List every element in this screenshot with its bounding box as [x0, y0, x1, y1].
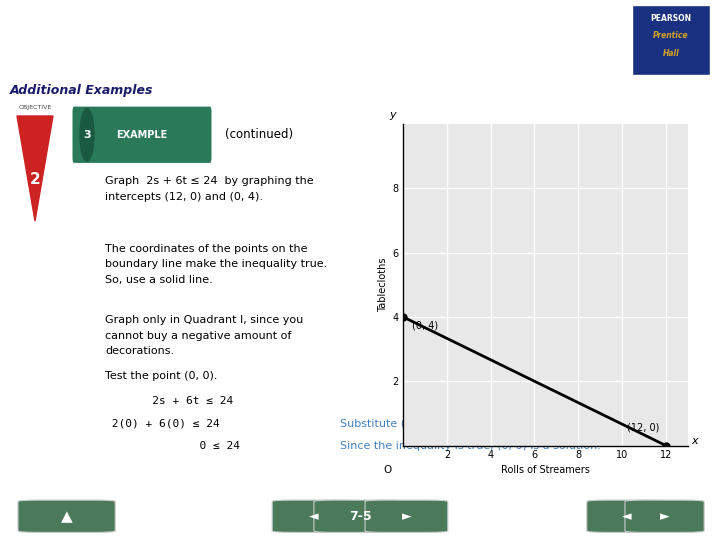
FancyBboxPatch shape — [365, 500, 448, 532]
Text: Prentice: Prentice — [653, 31, 689, 39]
Text: The coordinates of the points on the
boundary line make the inequality true.
So,: The coordinates of the points on the bou… — [105, 244, 328, 285]
Text: Linear Inequalities: Linear Inequalities — [13, 18, 247, 38]
Y-axis label: Tablecloths: Tablecloths — [378, 258, 388, 312]
Text: ◄: ◄ — [309, 510, 318, 523]
Text: OBJECTIVE: OBJECTIVE — [19, 105, 53, 110]
Text: 3: 3 — [84, 130, 91, 140]
Text: Since the inequality is true, (0, 0) is a solution.: Since the inequality is true, (0, 0) is … — [340, 441, 601, 450]
Text: (0, 4): (0, 4) — [412, 320, 438, 330]
Text: Hall: Hall — [662, 49, 680, 58]
Text: 2s + 6t ≤ 24: 2s + 6t ≤ 24 — [105, 396, 233, 406]
FancyBboxPatch shape — [587, 500, 666, 532]
Text: (12, 0): (12, 0) — [627, 423, 660, 433]
Polygon shape — [17, 116, 53, 221]
Text: 0 ≤ 24: 0 ≤ 24 — [105, 441, 240, 450]
Circle shape — [80, 109, 94, 161]
FancyBboxPatch shape — [272, 500, 355, 532]
FancyBboxPatch shape — [73, 106, 212, 163]
Text: PEARSON: PEARSON — [650, 15, 692, 23]
Text: Test the point (0, 0).: Test the point (0, 0). — [105, 371, 217, 381]
Text: 7-5: 7-5 — [348, 510, 372, 523]
Text: ►: ► — [660, 510, 670, 523]
Text: (continued): (continued) — [225, 129, 293, 141]
FancyBboxPatch shape — [314, 500, 406, 532]
Text: Graph  2s + 6t ≤ 24  by graphing the
intercepts (12, 0) and (0, 4).: Graph 2s + 6t ≤ 24 by graphing the inter… — [105, 176, 314, 201]
FancyBboxPatch shape — [18, 500, 115, 532]
Text: PAGE: PAGE — [634, 480, 662, 489]
Text: Additional Examples: Additional Examples — [9, 84, 153, 97]
Text: Substitute (0, 0) for (s, t).: Substitute (0, 0) for (s, t). — [340, 418, 482, 428]
Text: O: O — [384, 465, 392, 475]
Text: 2: 2 — [30, 172, 40, 187]
Text: 2(0) + 6(0) ≤ 24: 2(0) + 6(0) ≤ 24 — [105, 418, 220, 428]
Text: x: x — [691, 435, 698, 445]
Text: ►: ► — [402, 510, 411, 523]
Text: ▲: ▲ — [60, 509, 73, 524]
Text: EXAMPLE: EXAMPLE — [117, 130, 168, 140]
Text: MAIN MENU: MAIN MENU — [40, 480, 104, 489]
Text: LESSON: LESSON — [338, 480, 382, 489]
Text: Graph only in Quadrant I, since you
cannot buy a negative amount of
decorations.: Graph only in Quadrant I, since you cann… — [105, 315, 303, 356]
Text: ◄: ◄ — [621, 510, 631, 523]
Text: ALGEBRA 1  LESSON 7-5: ALGEBRA 1 LESSON 7-5 — [13, 50, 122, 59]
FancyBboxPatch shape — [632, 5, 710, 75]
FancyBboxPatch shape — [625, 500, 704, 532]
Text: y: y — [389, 110, 395, 119]
X-axis label: Rolls of Streamers: Rolls of Streamers — [501, 464, 590, 475]
